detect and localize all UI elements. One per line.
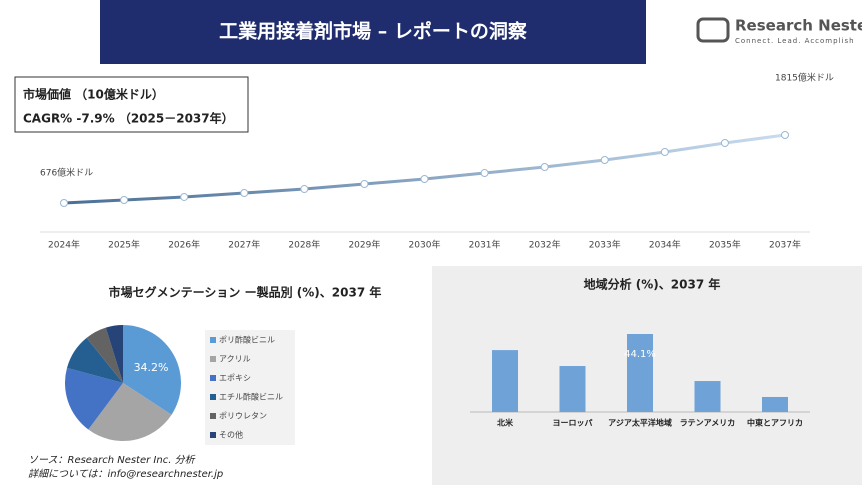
x-tick-label: 2033年 — [589, 239, 621, 251]
point — [600, 156, 609, 165]
pie-slice — [65, 367, 123, 430]
legend-swatch — [210, 337, 216, 343]
point — [720, 139, 729, 147]
point — [540, 163, 549, 171]
legend-label: ポリウレタン — [219, 412, 267, 421]
x-tick-label: 2037年 — [769, 239, 801, 251]
point — [360, 180, 369, 189]
point — [300, 185, 309, 194]
bar — [762, 396, 788, 412]
legend-label: その他 — [219, 430, 243, 440]
bar — [492, 350, 518, 412]
legend-bg — [205, 330, 295, 445]
value-label: 44.1% — [624, 349, 656, 360]
x-tick-label: 2028年 — [288, 239, 320, 251]
x-tick-label: 北米 — [497, 418, 514, 428]
header-bar — [100, 0, 646, 64]
value-label: 1815億米ドル — [775, 72, 834, 84]
contact: 詳細については：info@researchnester.jp — [28, 468, 223, 480]
x-tick-label: 2035年 — [709, 239, 741, 251]
header-title: 工業用接着剤市場 – レポートの洞察 — [219, 20, 528, 43]
x-tick-label: ラテンアメリカ — [680, 419, 736, 428]
pie-slice — [67, 337, 123, 383]
pie-slice — [88, 383, 172, 441]
legend-swatch — [210, 394, 216, 400]
pie-slice — [105, 325, 123, 383]
logo-tagline: Connect. Lead. Accomplish — [735, 37, 855, 45]
legend-swatch — [210, 356, 216, 362]
x-tick-label: 2031年 — [469, 239, 501, 251]
point — [180, 192, 189, 201]
info-box — [14, 76, 249, 133]
value-label: 676億米ドル — [40, 167, 93, 179]
bar — [694, 381, 721, 412]
logo-name: Research Nester — [735, 17, 862, 35]
legend-label: ポリ酢酸ビニル — [219, 335, 275, 345]
point — [120, 196, 129, 205]
point — [240, 189, 249, 198]
x-tick-label: 2034年 — [649, 239, 681, 251]
legend-swatch — [210, 432, 216, 438]
info-line: CAGR% -7.9% （2025－2037年） — [23, 111, 234, 126]
legend-label: エポキシ — [219, 374, 251, 383]
x-tick-label: 2027年 — [228, 239, 260, 251]
x-tick-label: 2025年 — [108, 239, 140, 251]
pie-slice — [86, 327, 123, 383]
legend-swatch — [210, 375, 216, 381]
point — [660, 148, 669, 157]
point — [781, 131, 789, 139]
legend-swatch — [210, 413, 216, 419]
value-label: 34.2% — [134, 361, 169, 374]
chart-title: 市場セグメンテーション ー製品別 (%)、2037 年 — [109, 285, 382, 300]
x-tick-label: ヨーロッパ — [553, 418, 593, 428]
x-tick-label: 2030年 — [409, 239, 441, 251]
point — [420, 175, 429, 183]
x-tick-label: 2029年 — [348, 239, 380, 251]
x-tick-label: 中東とアフリカ — [747, 418, 803, 428]
chart-title: 地域分析 (%)、2037 年 — [584, 277, 721, 292]
logo-icon — [696, 17, 730, 43]
bar — [627, 334, 653, 412]
x-tick-label: アジア太平洋地域 — [608, 418, 672, 428]
point — [60, 199, 68, 207]
point — [480, 169, 489, 178]
source: ソース：Research Nester Inc. 分析 — [28, 454, 196, 466]
x-tick-label: 2026年 — [168, 239, 200, 251]
info-line: 市場価値 （10億米ドル） — [23, 87, 164, 102]
bar — [559, 366, 586, 412]
line — [63, 133, 786, 205]
x-tick-label: 2024年 — [48, 239, 80, 251]
x-tick-label: 2032年 — [529, 239, 561, 251]
pie-slice — [123, 325, 181, 415]
legend-label: エチル酢酸ビニル — [219, 392, 283, 402]
legend-label: アクリル — [219, 355, 251, 364]
